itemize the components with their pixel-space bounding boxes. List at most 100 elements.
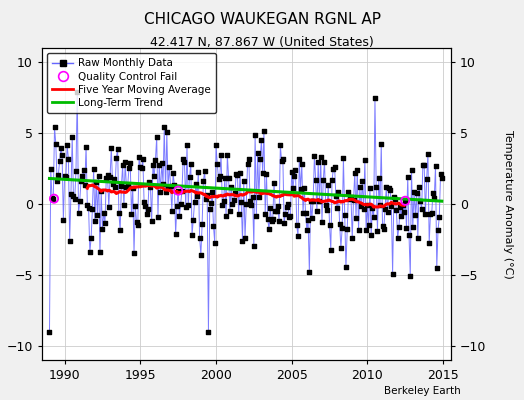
Point [285,213,293,220]
Point [415,183,423,190]
Point [342,264,350,271]
Point [199,178,208,184]
Point [353,167,362,173]
Point [117,183,126,189]
Point [430,195,439,202]
Point [325,222,334,228]
Point [311,177,320,183]
Point [405,232,413,238]
Point [401,198,409,204]
Point [205,206,214,212]
Point [354,227,363,234]
Point [130,250,138,256]
Point [94,173,103,179]
Point [131,203,139,209]
Point [78,173,86,179]
Point [69,193,78,200]
Point [56,158,64,165]
Point [118,162,127,168]
Point [359,206,368,212]
Point [318,218,326,225]
Point [222,212,230,219]
Point [64,156,73,162]
Point [60,172,69,179]
Point [426,211,434,217]
Point [88,206,96,213]
Point [409,224,417,230]
Point [207,200,215,206]
Point [352,214,360,221]
Point [58,152,67,158]
Point [283,201,292,207]
Point [390,194,398,200]
Point [373,228,381,234]
Point [378,223,387,229]
Point [316,154,325,160]
Point [54,172,62,178]
Point [101,220,109,226]
Point [356,184,364,190]
Point [71,196,79,203]
Point [392,207,400,213]
Point [108,181,117,187]
Point [91,218,99,224]
Point [211,240,219,246]
Point [339,155,347,161]
Point [49,196,58,202]
Point [189,216,198,223]
Point [422,176,431,182]
Point [369,214,378,220]
Point [288,169,296,175]
Point [174,188,182,194]
Point [213,160,222,167]
Point [274,202,282,209]
Point [196,252,205,258]
Point [381,205,389,212]
Point [83,202,92,208]
Point [337,245,345,251]
Point [146,184,155,190]
Point [343,226,352,232]
Point [152,134,161,140]
Point [150,173,158,179]
Point [215,173,224,180]
Point [400,209,408,215]
Point [281,210,290,217]
Text: Berkeley Earth: Berkeley Earth [385,386,461,396]
Point [231,190,239,196]
Point [241,234,249,241]
Point [292,222,301,228]
Point [97,188,105,194]
Point [237,198,245,205]
Point [350,197,358,203]
Point [51,140,60,147]
Point [418,206,426,212]
Point [119,202,128,209]
Point [158,160,166,166]
Point [194,169,203,175]
Point [115,209,123,216]
Point [227,184,235,190]
Point [232,170,241,177]
Point [363,202,372,209]
Point [228,200,237,207]
Point [243,161,252,167]
Point [121,159,129,166]
Point [372,184,380,190]
Point [335,221,344,227]
Point [74,210,83,216]
Point [106,174,114,180]
Point [320,158,329,165]
Point [280,220,288,226]
Point [247,202,256,209]
Point [310,152,319,159]
Point [257,136,266,143]
Point [307,198,315,204]
Point [333,205,341,212]
Point [184,202,192,208]
Point [190,199,199,205]
Point [386,187,394,193]
Point [413,234,422,241]
Point [388,271,397,277]
Point [177,200,185,207]
